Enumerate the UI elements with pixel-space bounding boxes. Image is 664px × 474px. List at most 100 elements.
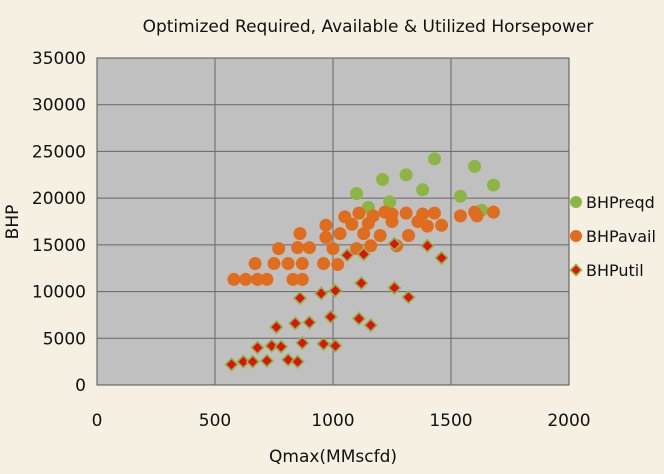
data-point-BHPavail: [239, 272, 253, 286]
data-point-BHPavail: [352, 206, 366, 220]
legend-marker-BHPreqd: [570, 196, 582, 208]
y-tick-label: 5000: [43, 329, 86, 349]
legend-item-BHPutil: BHPutil: [569, 261, 644, 280]
data-point-BHPreqd: [350, 186, 364, 200]
data-point-BHPutil: [401, 290, 416, 305]
data-point-BHPutil: [328, 283, 343, 298]
data-point-BHPutil: [264, 338, 279, 353]
y-tick-label: 20000: [32, 189, 86, 209]
x-tick-label: 0: [92, 411, 103, 431]
data-point-BHPreqd: [416, 183, 430, 197]
data-point-BHPutil: [290, 354, 305, 369]
data-point-BHPutil: [259, 353, 275, 368]
data-point-BHPutil: [328, 338, 343, 353]
data-point-BHPavail: [248, 257, 262, 271]
data-point-BHPutil: [354, 276, 369, 291]
data-point-BHPavail: [357, 227, 371, 241]
data-point-BHPutil: [340, 248, 355, 263]
chart-title: Optimized Required, Available & Utilized…: [143, 17, 594, 37]
data-point-BHPavail: [286, 272, 300, 286]
data-point-BHPutil: [351, 311, 367, 326]
data-point-BHPavail: [302, 241, 316, 255]
data-point-BHPavail: [427, 206, 441, 220]
data-point-BHPutil: [363, 318, 378, 333]
x-tick-label: 500: [199, 411, 231, 431]
x-tick-label: 1000: [311, 411, 354, 431]
data-point-BHPutil: [387, 280, 402, 295]
data-point-BHPutil: [273, 339, 289, 354]
data-point-BHPavail: [385, 207, 399, 221]
data-point-BHPavail: [319, 230, 333, 244]
data-point-BHPavail: [402, 229, 416, 243]
legend-label-BHPreqd: BHPreqd: [586, 193, 655, 212]
data-point-BHPavail: [267, 257, 281, 271]
legend-label-BHPutil: BHPutil: [586, 261, 644, 280]
data-point-BHPavail: [331, 257, 345, 271]
data-point-BHPavail: [470, 209, 484, 223]
y-axis-ticks: 0 5000 10000 15000 20000 25000 30000 35000: [32, 49, 86, 396]
data-point-BHPreqd: [399, 168, 413, 182]
data-point-BHPutil: [288, 316, 303, 331]
data-point-BHPavail: [345, 217, 359, 231]
data-point-BHPavail: [250, 272, 264, 286]
data-point-BHPreqd: [453, 189, 467, 203]
data-point-BHPutil: [250, 340, 265, 355]
data-point-BHPavail: [291, 241, 305, 255]
y-tick-label: 35000: [32, 49, 86, 69]
series-BHPutil: [224, 236, 449, 372]
x-axis-label: Qmax(MMscfd): [269, 447, 397, 467]
data-point-BHPavail: [293, 227, 307, 241]
x-tick-label: 2000: [547, 411, 590, 431]
y-tick-label: 15000: [32, 236, 86, 256]
series-BHPavail: [227, 205, 500, 286]
legend-marker-BHPavail: [570, 230, 582, 242]
data-point-BHPreqd: [376, 172, 390, 186]
data-point-BHPavail: [295, 257, 309, 271]
gridlines: [97, 58, 569, 385]
y-tick-label: 25000: [32, 142, 86, 162]
data-point-BHPavail: [326, 242, 340, 256]
data-point-BHPutil: [387, 236, 402, 252]
data-point-BHPutil: [316, 336, 331, 352]
data-point-BHPutil: [323, 309, 338, 324]
data-point-BHPavail: [260, 272, 274, 286]
data-point-BHPavail: [420, 219, 434, 233]
x-tick-label: 1500: [429, 411, 472, 431]
data-point-BHPutil: [314, 286, 329, 301]
data-point-BHPutil: [302, 315, 317, 330]
data-point-BHPutil: [295, 335, 310, 351]
data-point-BHPreqd: [427, 152, 441, 166]
y-tick-label: 10000: [32, 283, 86, 303]
data-point-BHPutil: [245, 354, 260, 369]
data-point-BHPavail: [416, 207, 430, 221]
data-point-BHPutil: [292, 290, 308, 306]
data-point-BHPutil: [281, 352, 296, 367]
data-point-BHPavail: [399, 206, 413, 220]
data-point-BHPreqd: [383, 195, 397, 209]
data-point-BHPavail: [333, 227, 347, 241]
data-point-BHPutil: [420, 238, 435, 253]
data-point-BHPavail: [319, 218, 333, 232]
data-point-BHPutil: [356, 247, 371, 262]
legend-marker-BHPutil: [569, 263, 583, 277]
data-point-BHPavail: [486, 205, 500, 219]
data-point-BHPavail: [227, 272, 241, 286]
data-points: [224, 152, 500, 372]
data-point-BHPreqd: [468, 159, 482, 173]
data-point-BHPavail: [364, 239, 378, 253]
data-point-BHPavail: [435, 218, 449, 232]
data-point-BHPreqd: [486, 178, 500, 192]
data-point-BHPutil: [434, 250, 449, 266]
data-point-BHPavail: [295, 272, 309, 286]
data-point-BHPavail: [366, 209, 380, 223]
y-tick-label: 30000: [32, 96, 86, 116]
legend: BHPreqd BHPavail BHPutil: [569, 193, 656, 280]
x-axis-ticks: 0 500 1000 1500 2000: [92, 411, 591, 431]
data-point-BHPavail: [272, 242, 286, 256]
y-tick-label: 0: [75, 376, 86, 396]
data-point-BHPavail: [281, 257, 295, 271]
data-point-BHPavail: [453, 209, 467, 223]
data-point-BHPavail: [317, 257, 331, 271]
